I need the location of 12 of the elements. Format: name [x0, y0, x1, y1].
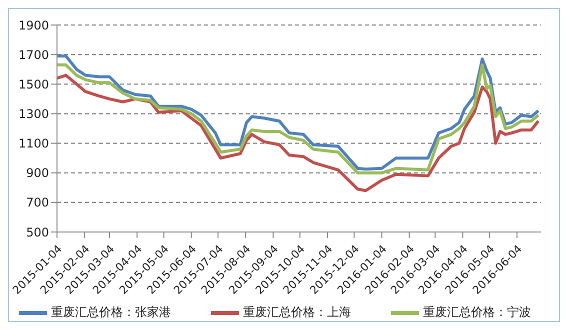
y-tick-label: 1900 [18, 18, 49, 32]
legend-label: 重废汇总价格：上海 [242, 304, 351, 321]
y-tick-label: 1700 [18, 48, 49, 62]
legend-label: 重废汇总价格：宁波 [422, 304, 531, 321]
y-tick-label: 900 [26, 166, 49, 180]
y-tick-label: 1100 [18, 136, 49, 151]
y-tick-label: 700 [26, 196, 49, 210]
y-tick-label: 500 [26, 225, 49, 240]
legend-label: 重废汇总价格：张家港 [50, 304, 171, 321]
y-tick-label: 1500 [18, 77, 49, 92]
line-series [57, 74, 540, 192]
y-tick-label: 1300 [18, 106, 49, 121]
